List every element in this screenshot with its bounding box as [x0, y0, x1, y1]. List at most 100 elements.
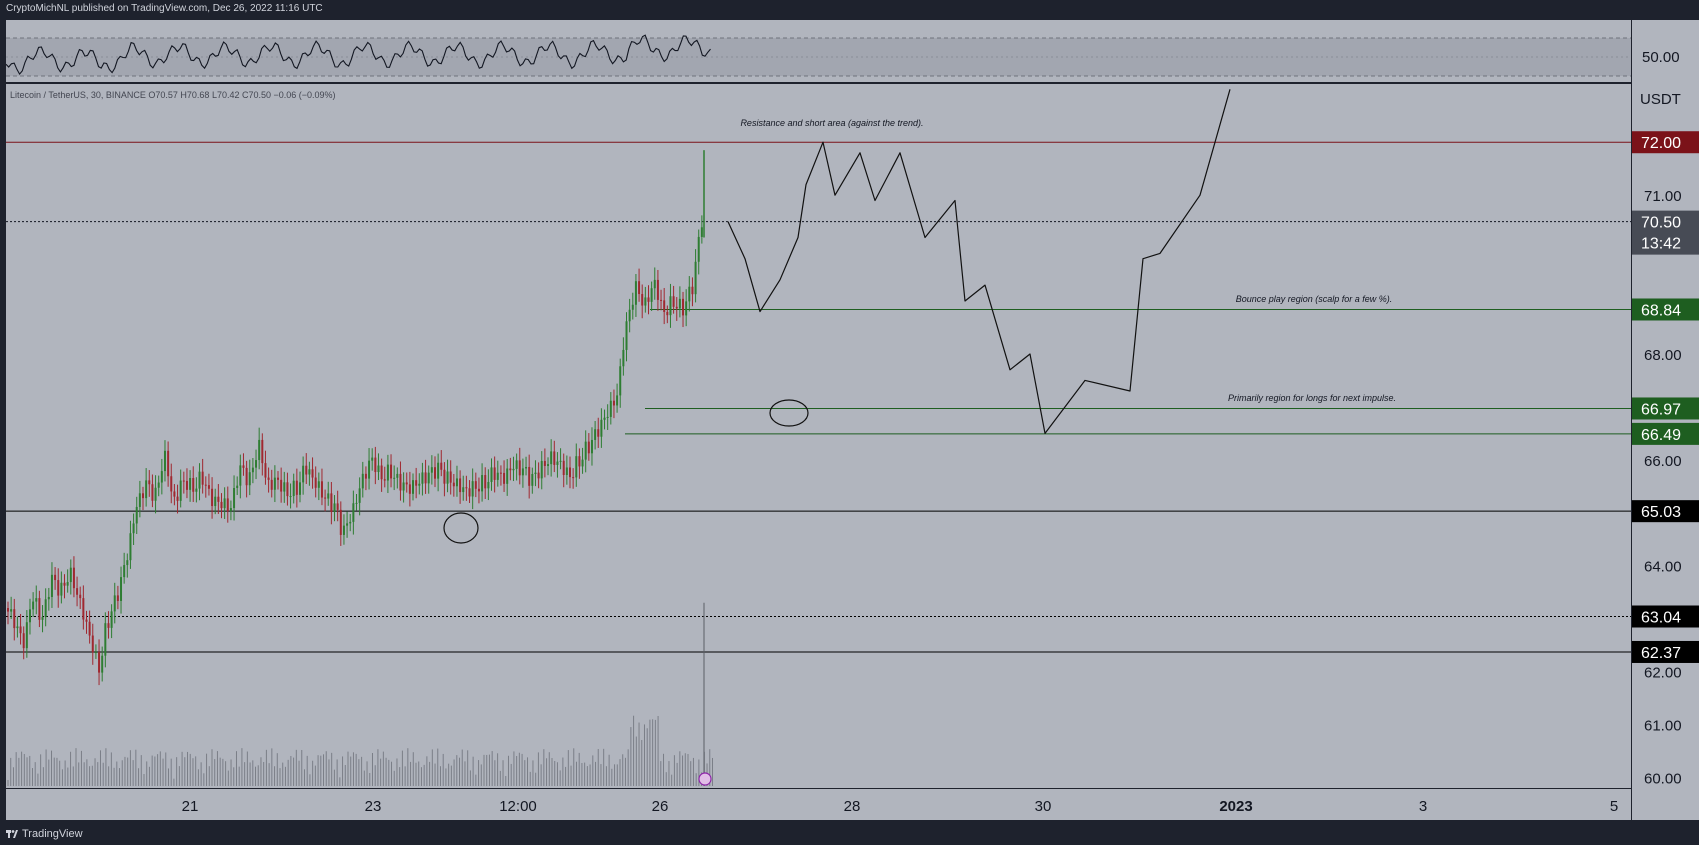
candle-body	[195, 488, 198, 492]
candle-body	[700, 227, 703, 237]
candle-body	[380, 465, 383, 480]
candle-body	[220, 501, 223, 509]
candle-body	[568, 467, 571, 478]
time-tick: 3	[1419, 798, 1427, 815]
candle-body	[559, 460, 562, 462]
candle-body	[38, 598, 41, 620]
candle-body	[286, 482, 289, 497]
candle-body	[280, 479, 283, 492]
candle-body	[427, 472, 430, 484]
candle-body	[267, 477, 270, 480]
candle-body	[459, 478, 462, 493]
candle-body	[229, 508, 232, 512]
candle-body	[644, 297, 647, 306]
candle-body	[242, 465, 245, 468]
price-label-box	[1632, 210, 1699, 255]
candle-body	[233, 488, 236, 509]
candle-body	[248, 472, 251, 486]
candle-body	[672, 296, 675, 307]
candle-body	[462, 487, 465, 493]
candle-body	[320, 481, 323, 498]
price-axis	[1632, 20, 1699, 820]
candle-body	[342, 525, 345, 535]
candle-body	[292, 480, 295, 497]
candle-body	[19, 626, 22, 634]
candle-body	[283, 482, 286, 492]
price-label-box	[1632, 640, 1699, 663]
candle-body	[660, 299, 663, 301]
candle-body	[204, 484, 207, 486]
candle-body	[132, 523, 135, 534]
candle-body	[455, 478, 458, 487]
price-label: 63.04	[1641, 609, 1681, 626]
candle-body	[148, 480, 151, 485]
tradingview-logo-icon	[6, 830, 18, 838]
candle-body	[189, 478, 192, 490]
candle-body	[543, 460, 546, 466]
candle-body	[443, 469, 446, 484]
candle-body	[638, 281, 641, 295]
candle-body	[185, 480, 188, 490]
annotation-bounce: Bounce play region (scalp for a few %).	[1236, 294, 1393, 304]
candle-body	[531, 473, 534, 486]
candle-body	[547, 464, 550, 466]
candle-body	[452, 482, 455, 487]
candle-body	[512, 468, 515, 471]
candle-body	[468, 488, 471, 497]
candle-body	[10, 609, 13, 612]
candle-body	[361, 473, 364, 489]
candle-body	[675, 306, 678, 309]
candle-body	[145, 480, 148, 499]
candle-body	[270, 479, 273, 490]
candle-body	[142, 493, 145, 499]
candle-body	[60, 582, 63, 596]
candle-body	[163, 450, 166, 472]
candle-body	[666, 311, 669, 316]
candle-body	[107, 623, 110, 628]
candle-body	[534, 472, 537, 474]
candle-body	[72, 567, 75, 589]
candle-body	[415, 480, 418, 486]
candle-body	[113, 595, 116, 612]
price-label: 68.84	[1641, 302, 1681, 319]
candle-body	[465, 487, 468, 489]
candle-body	[650, 288, 653, 302]
candle-body	[390, 464, 393, 479]
price-tick: 66.00	[1644, 453, 1682, 470]
candle-body	[682, 298, 685, 316]
candle-body	[521, 468, 524, 476]
candle-body	[694, 261, 697, 295]
candle-body	[430, 467, 433, 473]
price-label: 66.97	[1641, 401, 1681, 418]
candle-body	[647, 297, 650, 302]
candle-body	[622, 349, 625, 367]
candle-body	[597, 429, 600, 437]
circle-mark-lower	[443, 512, 479, 544]
candle-body	[314, 477, 317, 488]
candle-body	[509, 468, 512, 471]
countdown-label: 13:42	[1641, 236, 1681, 253]
projection-path	[727, 89, 1231, 434]
symbol-info: Litecoin / TetherUS, 30, BINANCE O70.57 …	[10, 90, 336, 100]
candle-body	[324, 497, 327, 499]
candle-body	[471, 481, 474, 497]
candle-body	[506, 468, 509, 484]
candle-body	[386, 464, 389, 481]
candle-body	[138, 493, 141, 507]
candle-body	[264, 463, 267, 478]
candle-body	[377, 465, 380, 473]
candle-body	[484, 475, 487, 489]
candle-body	[57, 580, 60, 596]
candle-body	[402, 482, 405, 491]
candle-body	[110, 611, 113, 628]
price-tick: 61.00	[1644, 717, 1682, 734]
candle-body	[349, 521, 352, 524]
candle-body	[123, 565, 126, 578]
candle-body	[273, 477, 276, 490]
candle-body	[493, 467, 496, 480]
candle-body	[160, 471, 163, 483]
candle-body	[669, 296, 672, 316]
candle-body	[317, 481, 320, 488]
candle-body	[364, 473, 367, 479]
